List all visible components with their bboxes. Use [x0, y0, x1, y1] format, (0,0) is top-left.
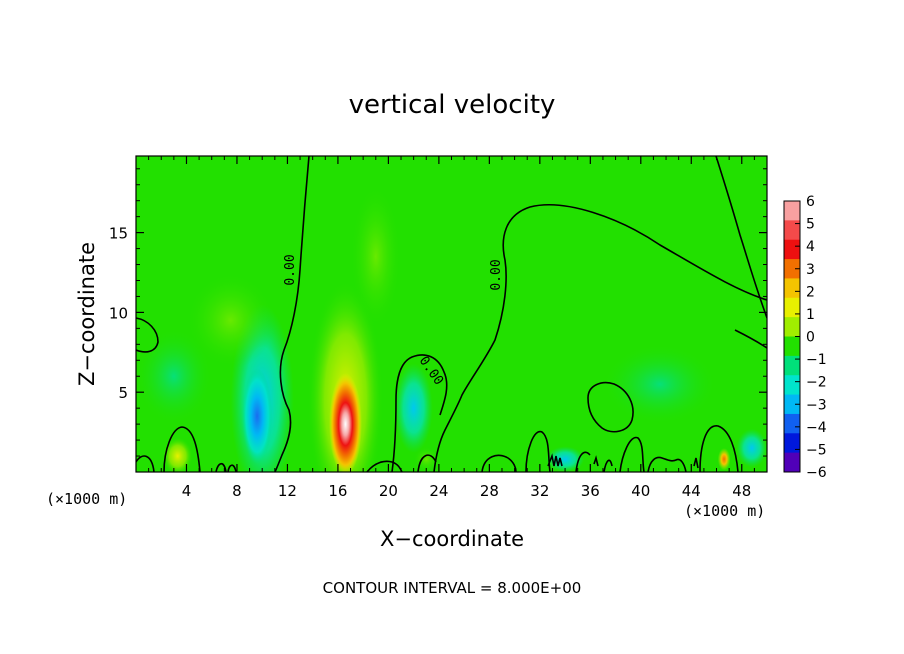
y-tick-label: 10: [109, 304, 128, 322]
contour-surface-46: [699, 425, 739, 472]
contour-label: 0.00: [283, 254, 298, 285]
colorbar-swatch: [784, 394, 800, 415]
x-tick-label: 16: [328, 482, 347, 500]
field-weak-up-tail: [350, 184, 402, 329]
colorbar-tick-label: 4: [806, 239, 815, 255]
colorbar-swatch: [784, 452, 800, 473]
colorbar-tick-label: 1: [806, 307, 815, 323]
contour-line-plume: [391, 354, 448, 472]
field-weak-down-right: [602, 344, 717, 425]
field-weak-down-left: [136, 328, 212, 425]
contour-interval-text: CONTOUR INTERVAL = 8.000E+00: [323, 579, 582, 597]
contour-line-middle: [433, 204, 767, 472]
colorbar-swatch: [784, 355, 800, 376]
field-updraft-core: [329, 373, 362, 472]
x-tick-label: 8: [232, 482, 242, 500]
contour-surface-40: [619, 436, 645, 472]
colorbar-swatch: [784, 413, 800, 434]
contour-line-upper-left: [274, 156, 310, 472]
colorbar-tick-label: −4: [806, 420, 827, 436]
x-unit-label-right: (×1000 m): [684, 502, 765, 520]
field-downdraft-left: [242, 368, 273, 465]
colorbar-tick-label: 0: [806, 330, 815, 346]
contour-closed-left-edge: [136, 317, 159, 353]
contour-line-right-edge: [715, 156, 767, 319]
x-unit-label-left: (×1000 m): [46, 490, 127, 508]
colorbar-swatch: [784, 278, 800, 299]
plot-area: 0.00 0.00 0.00 4 8 12 16 20 24 28 32 36 40 44 48 51…: [109, 155, 768, 500]
x-tick-label: 12: [278, 482, 297, 500]
colorbar-swatch: [784, 433, 800, 454]
field-downdraft-right: [394, 363, 433, 453]
x-tick-label: 44: [682, 482, 701, 500]
field-features: [136, 184, 767, 472]
x-axis: 4 8 12 16 20 24 28 32 36 40 44 48: [148, 156, 755, 500]
y-tick-label: 5: [118, 384, 128, 402]
colorbar-swatch: [784, 220, 800, 241]
contour-surface-34: [547, 453, 563, 467]
y-axis-title: Z−coordinate: [75, 242, 99, 386]
colorbar-tick-label: −6: [806, 465, 827, 481]
contour-surface-28: [481, 454, 517, 472]
contour-lines: [136, 156, 767, 472]
field-surface-up-23: [413, 446, 439, 472]
colorbar-swatch: [784, 239, 800, 260]
contour-surface-8: [215, 462, 237, 472]
colorbar-tick-label: 3: [806, 262, 815, 278]
field-surface-up-46: [717, 448, 731, 471]
colorbar: 6 5 4 3 2 1 0 −1 −2 −3 −4 −5 −6: [783, 194, 827, 481]
contour-line-right-lower: [734, 329, 767, 349]
colorbar-swatch: [784, 297, 800, 318]
field-surface-up-3: [162, 436, 193, 472]
colorbar-swatch: [784, 336, 800, 357]
x-tick-label: 40: [631, 482, 650, 500]
field-weak-up-left: [186, 272, 275, 369]
colorbar-swatch: [784, 317, 800, 337]
x-tick-label: 24: [429, 482, 448, 500]
y-axis: 5 10 15: [109, 168, 767, 457]
colorbar-tick-label: −1: [806, 352, 827, 368]
field-surface-down-49: [736, 428, 767, 468]
colorbar-tick-label: −3: [806, 397, 827, 413]
contour-surface-23: [417, 454, 437, 472]
contour-surface-3: [163, 426, 201, 472]
contour-surface-42: [647, 456, 699, 472]
colorbar-swatch: [784, 375, 800, 396]
x-tick-label: 36: [581, 482, 600, 500]
field-surface-down-34: [546, 446, 585, 472]
colorbar-tick-label: 6: [806, 194, 815, 210]
contour-surface-32: [525, 430, 551, 472]
y-tick-label: 15: [109, 225, 128, 243]
colorbar-swatch: [784, 201, 800, 221]
contour-surface-36: [575, 451, 613, 472]
chart-title: vertical velocity: [349, 90, 556, 120]
contour-line-updraft-right: [366, 460, 403, 472]
x-tick-label: 48: [732, 482, 751, 500]
colorbar-tick-label: 5: [806, 217, 815, 233]
x-tick-label: 20: [379, 482, 398, 500]
colorbar-swatch: [784, 259, 800, 279]
x-tick-label: 28: [480, 482, 499, 500]
colorbar-tick-label: −5: [806, 442, 827, 458]
contour-closed-36: [587, 381, 634, 433]
contour-label: 0.00: [489, 259, 504, 290]
x-axis-title: X−coordinate: [380, 527, 524, 551]
colorbar-tick-label: 2: [806, 284, 815, 300]
contour-surface-1: [136, 455, 155, 472]
colorbar-tick-label: −2: [806, 375, 827, 391]
x-tick-label: 32: [530, 482, 549, 500]
x-tick-label: 4: [182, 482, 192, 500]
